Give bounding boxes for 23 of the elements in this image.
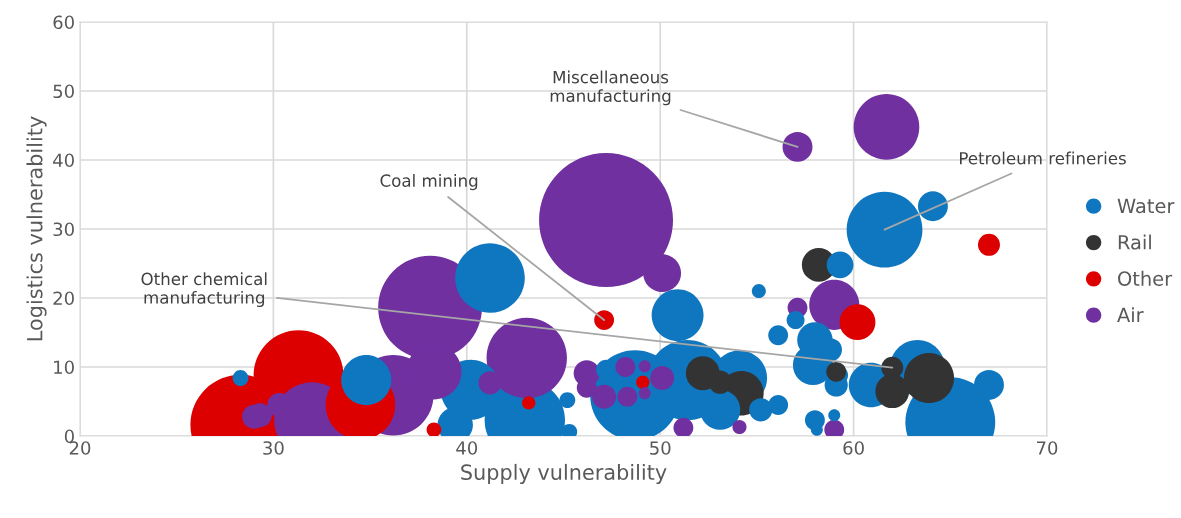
x-tick-label: 50 — [650, 441, 671, 455]
annotation: Other chemical manufacturing — [141, 272, 267, 308]
legend-label: Rail — [1118, 234, 1151, 250]
x-tick-label: 60 — [843, 441, 864, 455]
y-tick-label: 0 — [64, 429, 74, 444]
y-tick-label: 60 — [53, 15, 74, 30]
x-tick-label: 40 — [456, 441, 478, 455]
x-axis-title: Supply vulnerability — [461, 463, 667, 485]
annotation: Miscellaneous manufacturing — [550, 70, 671, 106]
y-tick-label: 10 — [54, 360, 74, 375]
y-tick-label: 40 — [53, 153, 74, 168]
y-tick-label: 20 — [53, 291, 74, 306]
legend-label: Air — [1117, 307, 1144, 322]
y-axis-title: Logistics vulnerability — [26, 116, 47, 341]
y-tick-label: 30 — [53, 222, 74, 237]
legend-label: Other — [1118, 270, 1173, 286]
x-tick-label: 20 — [69, 441, 91, 455]
legend-label: Water — [1117, 198, 1175, 214]
x-tick-label: 30 — [263, 441, 284, 455]
annotation: Petroleum refineries — [960, 151, 1126, 165]
annotation: Coal mining — [380, 174, 478, 191]
y-tick-label: 50 — [53, 84, 74, 99]
x-tick-label: 70 — [1036, 441, 1058, 455]
